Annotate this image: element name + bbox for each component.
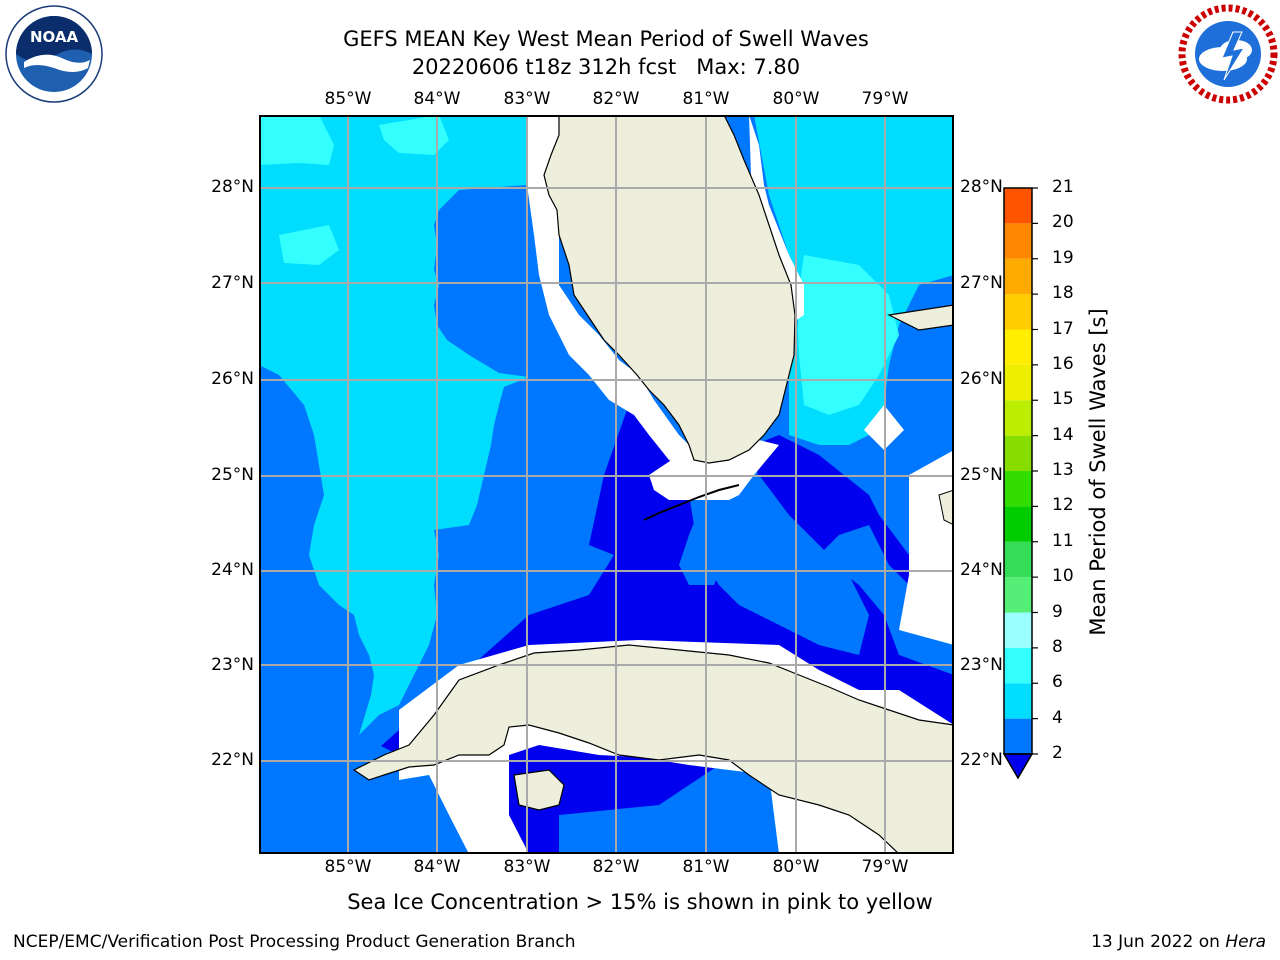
colorbar-segment: [1004, 506, 1032, 542]
colorbar-segment: [1004, 188, 1032, 224]
colorbar-tick-label: 2: [1052, 743, 1063, 763]
nws-logo: [1178, 4, 1278, 104]
colorbar-segment: [1004, 612, 1032, 648]
lat-label-left: 27°N: [211, 273, 254, 293]
footer-host: Hera: [1225, 932, 1266, 952]
lon-label-bottom: 84°W: [413, 857, 461, 877]
colorbar-tick-label: 14: [1052, 424, 1074, 445]
lon-label-top: 85°W: [324, 89, 372, 109]
colorbar-segment: [1004, 294, 1032, 330]
lat-label-left: 26°N: [211, 369, 254, 389]
colorbar-segment: [1004, 258, 1032, 295]
colorbar-tick-label: 10: [1052, 566, 1074, 587]
no-data-florida-gulf-coast: [527, 115, 699, 470]
swell-6-8s-pocket-c: [279, 225, 339, 265]
lat-label-left: 24°N: [211, 560, 254, 580]
swell-4-6s-gulf: [259, 115, 529, 735]
swell-2-4s-east-shelf: [689, 475, 869, 655]
noaa-logo: NOAA: [5, 5, 103, 103]
no-data-atlantic-coast: [749, 115, 804, 325]
colorbar-segment: [1004, 435, 1032, 471]
colorbar-segment: [1004, 718, 1032, 754]
lat-label-right: 28°N: [960, 177, 1003, 197]
swell-4-6s-west-patch: [259, 275, 279, 325]
lon-label-top: 82°W: [592, 89, 640, 109]
lat-label-right: 23°N: [960, 655, 1003, 675]
colorbar-tick-label: 21: [1052, 177, 1074, 197]
colorbar-tick-label: 8: [1052, 636, 1063, 657]
sea-ice-note-text: Sea Ice Concentration > 15% is shown in …: [347, 890, 933, 914]
footer-date: 13 Jun 2022 on: [1091, 932, 1226, 952]
lat-label-right: 27°N: [960, 273, 1003, 293]
lon-label-bottom: 79°W: [861, 857, 909, 877]
lon-label-top: 79°W: [861, 89, 909, 109]
colorbar-segment: [1004, 223, 1032, 259]
chart-subtitle: 20220606 t18z 312h fcst Max: 7.80: [411, 55, 801, 79]
swell-6-8s-atlantic: [797, 255, 899, 415]
lat-label-right: 22°N: [960, 750, 1003, 770]
sea-ice-note: Sea Ice Concentration > 15% is shown in …: [0, 890, 1280, 914]
colorbar-tick-label: 16: [1052, 353, 1074, 374]
lon-label-top: 80°W: [772, 89, 820, 109]
land-florida: [543, 115, 796, 464]
swell-6-8s-pocket-a: [259, 115, 334, 165]
lat-label-right: 26°N: [960, 369, 1003, 389]
chart-title: GEFS MEAN Key West Mean Period of Swell …: [343, 27, 869, 51]
colorbar: [1002, 187, 1038, 780]
lat-label-right: 25°N: [960, 465, 1003, 485]
colorbar-tick-label: 15: [1052, 389, 1074, 410]
lat-label-right: 24°N: [960, 560, 1003, 580]
colorbar-under-extension: [1002, 753, 1034, 780]
colorbar-tick-label: 12: [1052, 495, 1074, 516]
colorbar-tick-label: 18: [1052, 283, 1074, 304]
colorbar-tick-label: 20: [1052, 212, 1074, 233]
land-andros: [938, 489, 954, 526]
colorbar-tick-label: 4: [1052, 707, 1063, 728]
lon-label-bottom: 85°W: [324, 857, 372, 877]
lon-label-bottom: 80°W: [772, 857, 820, 877]
colorbar-segment: [1004, 471, 1032, 507]
colorbar-label: Mean Period of Swell Waves [s]: [1086, 308, 1110, 636]
colorbar-segment: [1004, 647, 1032, 684]
colorbar-tick-label: 11: [1052, 530, 1074, 551]
lon-label-top: 81°W: [682, 89, 730, 109]
lon-label-top: 83°W: [503, 89, 551, 109]
map-panel: [259, 115, 954, 854]
colorbar-segment: [1004, 541, 1032, 578]
noaa-logo-text: NOAA: [30, 28, 79, 46]
footer-left: NCEP/EMC/Verification Post Processing Pr…: [13, 932, 576, 952]
no-data-keys: [649, 440, 779, 500]
lon-label-bottom: 83°W: [503, 857, 551, 877]
colorbar-segment: [1004, 683, 1032, 719]
land-bahamas: [887, 304, 954, 331]
land-florida-keys: [643, 484, 740, 521]
lat-label-left: 23°N: [211, 655, 254, 675]
colorbar-tick-label: 6: [1052, 672, 1063, 693]
swell-6-8s-pocket-b: [379, 115, 449, 155]
lon-label-top: 84°W: [413, 89, 461, 109]
footer-right: 13 Jun 2022 on Hera: [1091, 932, 1266, 952]
graticule: [259, 115, 954, 854]
colorbar-segment: [1004, 577, 1032, 613]
colorbar-segment: [1004, 329, 1032, 365]
swell-2-4s-south: [259, 715, 474, 854]
lon-label-bottom: 81°W: [682, 857, 730, 877]
land-cuba: [352, 644, 954, 854]
lat-label-left: 25°N: [211, 465, 254, 485]
lat-label-left: 22°N: [211, 750, 254, 770]
colorbar-segment: [1004, 400, 1032, 436]
colorbar-tick-label: 9: [1052, 601, 1063, 622]
colorbar-tick-label: 17: [1052, 318, 1074, 339]
colorbar-tick-label: 13: [1052, 460, 1074, 480]
lon-label-bottom: 82°W: [592, 857, 640, 877]
no-data-bahamas-c: [899, 575, 954, 645]
map-frame: [259, 115, 954, 854]
colorbar-tick-label: 19: [1052, 247, 1074, 268]
colorbar-segment: [1004, 364, 1032, 401]
lat-label-left: 28°N: [211, 177, 254, 197]
